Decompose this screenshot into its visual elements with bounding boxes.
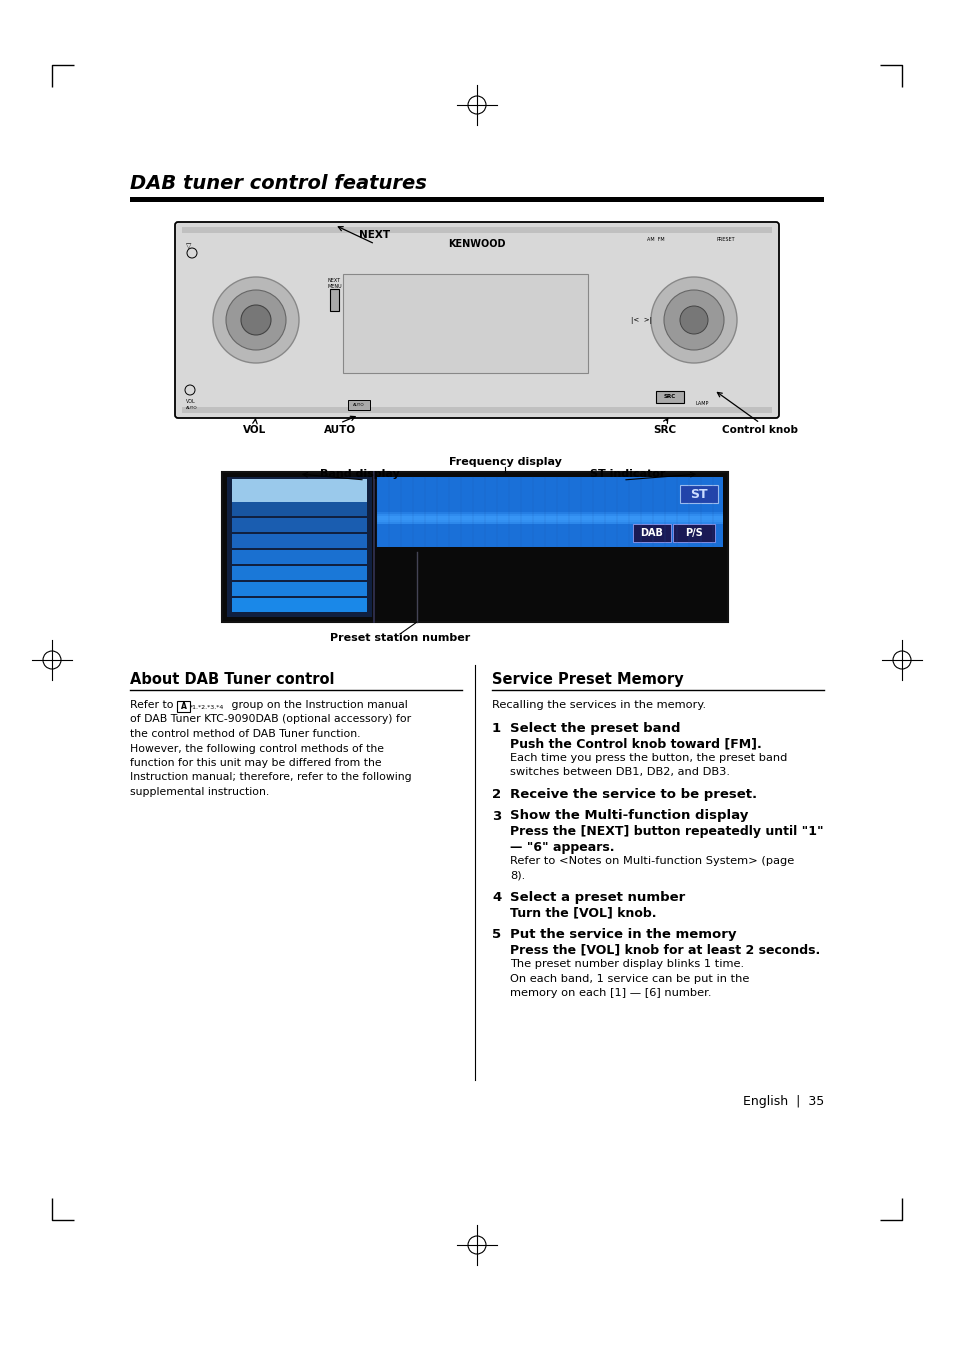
Text: AUTO: AUTO [353, 403, 364, 407]
Text: PRESET: PRESET [716, 236, 735, 242]
Text: NEXT: NEXT [359, 230, 390, 240]
Bar [232, 480, 367, 507]
Text: Band display: Band display [320, 469, 399, 480]
Text: Refer to <Notes on Multi-function System> (page: Refer to <Notes on Multi-function System… [510, 857, 794, 866]
Text: Select a preset number: Select a preset number [510, 892, 684, 904]
Bar [227, 477, 372, 617]
Bar [343, 274, 587, 373]
Bar [130, 197, 823, 203]
Text: |<  >|: |< >| [630, 316, 651, 323]
Text: group on the Instruction manual: group on the Instruction manual [228, 700, 407, 711]
Bar [222, 471, 727, 621]
Text: A: A [180, 703, 186, 711]
Bar [182, 227, 771, 232]
Text: Press the [NEXT] button repeatedly until "1": Press the [NEXT] button repeatedly until… [510, 825, 822, 838]
Bar [232, 534, 367, 549]
Bar [232, 517, 367, 532]
Text: ST indicator: ST indicator [590, 469, 665, 480]
Text: Frequency display: Frequency display [448, 457, 561, 467]
Bar [376, 512, 722, 520]
Text: 8).: 8). [510, 870, 525, 881]
Text: DAB: DAB [639, 528, 662, 538]
Text: Select the preset band: Select the preset band [510, 721, 679, 735]
Text: LAMP: LAMP [696, 401, 709, 407]
Text: 3: 3 [492, 809, 500, 823]
Bar [656, 390, 683, 403]
Text: DAB tuner control features: DAB tuner control features [130, 174, 426, 193]
Bar [177, 701, 190, 712]
Bar [679, 485, 718, 503]
Text: On each band, 1 service can be put in the: On each band, 1 service can be put in th… [510, 974, 749, 984]
Text: 4: 4 [492, 892, 500, 904]
Text: Instruction manual; therefore, refer to the following: Instruction manual; therefore, refer to … [130, 773, 411, 782]
Text: Service Preset Memory: Service Preset Memory [492, 671, 683, 688]
Bar [672, 524, 714, 542]
Text: memory on each [1] — [6] number.: memory on each [1] — [6] number. [510, 988, 711, 998]
Text: of DAB Tuner KTC-9090DAB (optional accessory) for: of DAB Tuner KTC-9090DAB (optional acces… [130, 715, 411, 724]
Bar [182, 407, 771, 413]
Text: Receive the service to be preset.: Receive the service to be preset. [510, 788, 757, 801]
Text: Preset station number: Preset station number [330, 634, 470, 643]
Text: English  |  35: English | 35 [742, 1096, 823, 1108]
Bar [633, 524, 670, 542]
Text: Control knob: Control knob [721, 426, 797, 435]
Bar [232, 550, 367, 563]
Text: AUTO: AUTO [186, 407, 197, 409]
Text: 5: 5 [492, 928, 500, 942]
Text: ▽: ▽ [186, 243, 192, 249]
Text: switches between DB1, DB2, and DB3.: switches between DB1, DB2, and DB3. [510, 767, 729, 777]
Text: Refer to: Refer to [130, 700, 177, 711]
Text: KENWOOD: KENWOOD [448, 239, 505, 249]
Text: P/S: P/S [684, 528, 702, 538]
Circle shape [241, 305, 271, 335]
Text: VOL: VOL [243, 426, 266, 435]
Text: ST: ST [689, 488, 707, 500]
Text: — "6" appears.: — "6" appears. [510, 840, 614, 854]
Text: the control method of DAB Tuner function.: the control method of DAB Tuner function… [130, 730, 360, 739]
Bar [376, 477, 722, 547]
Text: However, the following control methods of the: However, the following control methods o… [130, 743, 384, 754]
Text: AUTO: AUTO [324, 426, 355, 435]
Bar [330, 289, 338, 311]
Circle shape [650, 277, 737, 363]
Bar [232, 566, 367, 580]
Text: 1: 1 [492, 721, 500, 735]
Text: The preset number display blinks 1 time.: The preset number display blinks 1 time. [510, 959, 743, 969]
Text: SRC: SRC [653, 426, 676, 435]
FancyBboxPatch shape [174, 222, 779, 417]
Bar [232, 503, 367, 516]
Circle shape [226, 290, 286, 350]
Text: About DAB Tuner control: About DAB Tuner control [130, 671, 335, 688]
Text: Turn the [VOL] knob.: Turn the [VOL] knob. [510, 907, 656, 920]
Text: MENU: MENU [327, 285, 341, 289]
Bar [232, 598, 367, 612]
Text: Push the Control knob toward [FM].: Push the Control knob toward [FM]. [510, 738, 760, 751]
Text: Each time you press the button, the preset band: Each time you press the button, the pres… [510, 753, 786, 763]
Text: SRC: SRC [663, 394, 676, 400]
Text: NEXT: NEXT [328, 278, 341, 284]
Text: VOL: VOL [186, 399, 195, 404]
Bar [376, 513, 722, 521]
Circle shape [663, 290, 723, 350]
Text: Put the service in the memory: Put the service in the memory [510, 928, 736, 942]
Circle shape [213, 277, 298, 363]
Text: function for this unit may be differed from the: function for this unit may be differed f… [130, 758, 381, 767]
Bar [232, 582, 367, 596]
Text: Press the [VOL] knob for at least 2 seconds.: Press the [VOL] knob for at least 2 seco… [510, 943, 820, 957]
Bar [376, 516, 722, 524]
Text: AM  FM: AM FM [646, 236, 664, 242]
Text: 2: 2 [492, 788, 500, 801]
Text: supplemental instruction.: supplemental instruction. [130, 788, 269, 797]
Bar [348, 400, 370, 409]
Text: *1.*2.*3.*4: *1.*2.*3.*4 [190, 705, 224, 711]
Text: Show the Multi-function display: Show the Multi-function display [510, 809, 747, 823]
Circle shape [679, 305, 707, 334]
Text: Recalling the services in the memory.: Recalling the services in the memory. [492, 700, 705, 711]
